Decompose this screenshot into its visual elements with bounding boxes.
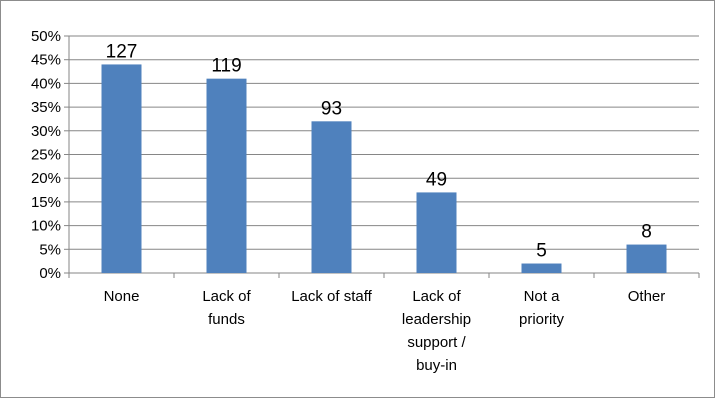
category-label: None [104, 288, 140, 305]
category-label: Lack of leadership support / buy-in [402, 288, 471, 374]
data-label: 8 [641, 222, 652, 243]
bar [521, 263, 562, 273]
category-label-line: Not a [524, 288, 561, 305]
category-label-line: priority [519, 311, 565, 328]
category-label-line: buy-in [416, 357, 457, 374]
y-tick-label: 25% [31, 147, 61, 164]
y-tick-label: 10% [31, 218, 61, 235]
category-label: Lack of funds [202, 288, 251, 328]
category-label-line: Other [628, 288, 666, 305]
bar [206, 78, 247, 273]
data-label: 49 [426, 169, 447, 190]
data-label: 119 [211, 56, 241, 77]
y-tick-label: 45% [31, 52, 61, 69]
category-label-line: support / [407, 334, 466, 351]
y-tick-label: 5% [39, 241, 61, 258]
y-tick-label: 20% [31, 170, 61, 187]
category-label-line: None [104, 288, 140, 305]
y-tick-label: 50% [31, 28, 61, 45]
y-tick-label: 30% [31, 123, 61, 140]
bar [626, 244, 667, 273]
data-label: 5 [536, 241, 547, 262]
category-label: Lack of staff [291, 288, 372, 305]
category-label-line: Lack of staff [291, 288, 372, 305]
y-tick-label: 0% [39, 265, 61, 282]
y-tick-label: 15% [31, 194, 61, 211]
data-label: 93 [321, 98, 342, 119]
y-tick-label: 35% [31, 99, 61, 116]
bar [416, 192, 457, 273]
category-label: Not a priority [519, 288, 565, 328]
y-tick-label: 40% [31, 75, 61, 92]
category-label-line: Lack of [412, 288, 461, 305]
category-label-line: funds [208, 311, 245, 328]
category-label: Other [628, 288, 666, 305]
category-label-line: leadership [402, 311, 471, 328]
category-label-line: Lack of [202, 288, 251, 305]
data-label: 127 [106, 41, 138, 62]
bar [311, 121, 352, 273]
bar [101, 64, 142, 273]
